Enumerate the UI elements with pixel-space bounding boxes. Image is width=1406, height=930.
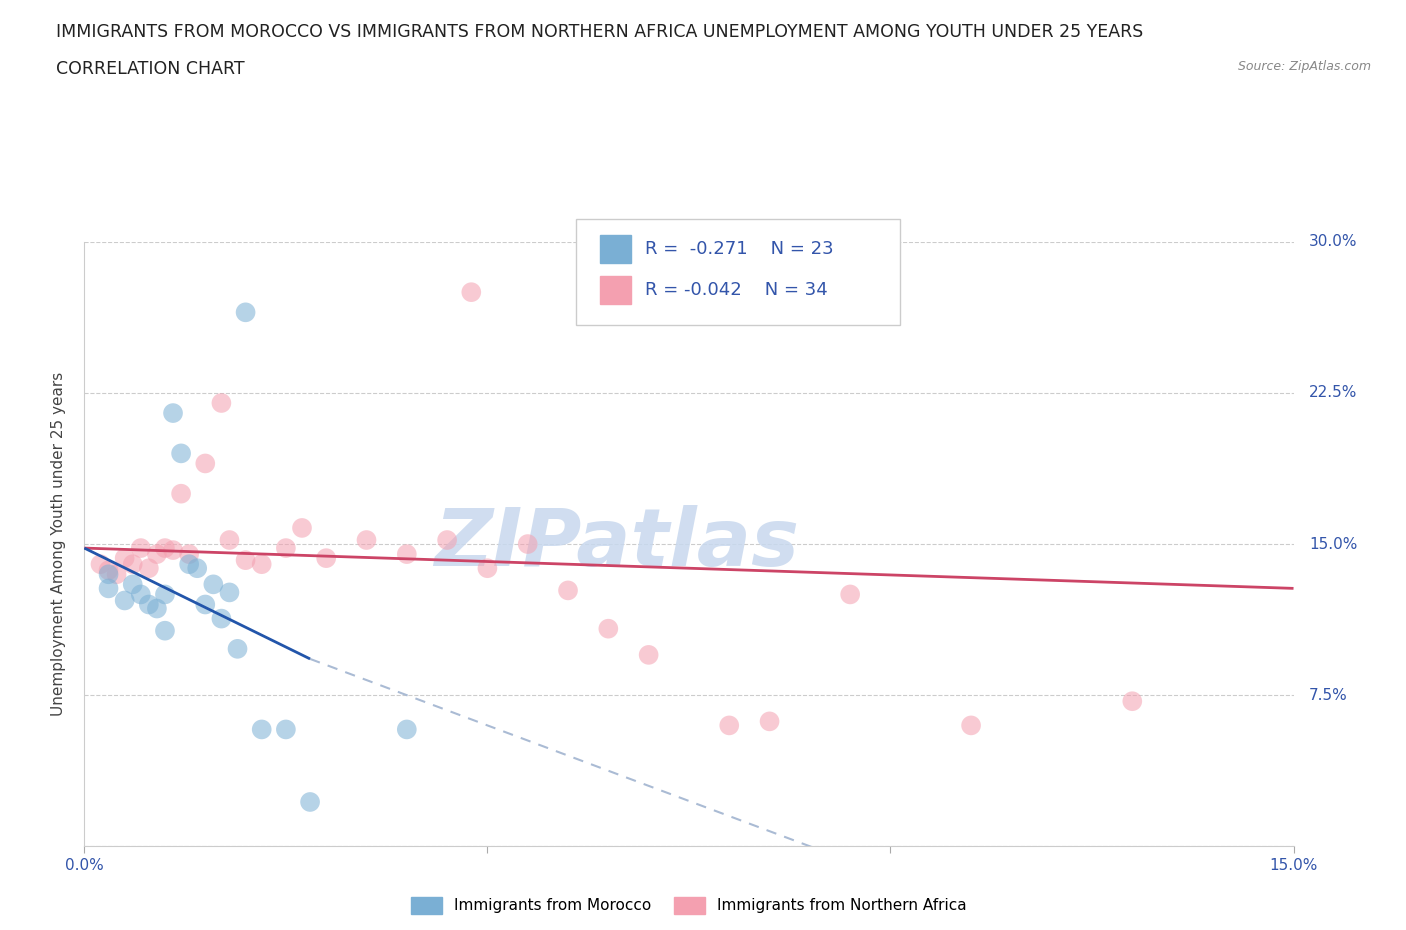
Point xyxy=(179,557,201,572)
Point xyxy=(839,587,862,602)
Point xyxy=(477,561,499,576)
Point xyxy=(557,583,579,598)
Point xyxy=(436,533,458,548)
Point xyxy=(250,557,273,572)
Point xyxy=(209,395,232,410)
Point xyxy=(105,567,128,582)
Point xyxy=(194,456,217,471)
Text: R = -0.042    N = 34: R = -0.042 N = 34 xyxy=(645,281,828,299)
Point xyxy=(162,543,184,558)
Point xyxy=(186,561,208,576)
Text: ZIPatlas: ZIPatlas xyxy=(434,505,799,583)
Point xyxy=(274,540,297,555)
Text: 7.5%: 7.5% xyxy=(1309,687,1348,703)
Point xyxy=(356,533,378,548)
Point xyxy=(97,563,120,578)
Point xyxy=(202,577,225,591)
Text: 15.0%: 15.0% xyxy=(1309,537,1358,551)
Point xyxy=(146,547,169,562)
Point xyxy=(718,718,741,733)
Point xyxy=(138,561,160,576)
Point xyxy=(153,587,176,602)
Point xyxy=(226,642,249,657)
Point xyxy=(274,722,297,737)
Point xyxy=(235,552,257,567)
Point xyxy=(121,557,143,572)
Point xyxy=(758,714,780,729)
Point xyxy=(97,567,120,582)
Point xyxy=(250,722,273,737)
Point xyxy=(114,551,136,565)
Point xyxy=(960,718,983,733)
Point xyxy=(162,405,184,420)
Point xyxy=(395,722,418,737)
Text: R =  -0.271    N = 23: R = -0.271 N = 23 xyxy=(645,240,834,259)
Point xyxy=(170,486,193,501)
Y-axis label: Unemployment Among Youth under 25 years: Unemployment Among Youth under 25 years xyxy=(51,372,66,716)
Point xyxy=(218,585,240,600)
Point xyxy=(89,557,111,572)
Text: 22.5%: 22.5% xyxy=(1309,385,1358,401)
Point xyxy=(395,547,418,562)
Point xyxy=(637,647,659,662)
Text: CORRELATION CHART: CORRELATION CHART xyxy=(56,60,245,78)
Point xyxy=(153,623,176,638)
Point xyxy=(153,540,176,555)
Point xyxy=(315,551,337,565)
Point xyxy=(129,540,152,555)
Point xyxy=(598,621,620,636)
Point xyxy=(291,521,314,536)
Point xyxy=(218,533,240,548)
Text: 30.0%: 30.0% xyxy=(1309,234,1358,249)
Point xyxy=(129,587,152,602)
Point xyxy=(97,581,120,596)
Point xyxy=(121,577,143,591)
Point xyxy=(179,547,201,562)
Point xyxy=(194,597,217,612)
Text: Source: ZipAtlas.com: Source: ZipAtlas.com xyxy=(1237,60,1371,73)
Point xyxy=(146,601,169,616)
Point xyxy=(209,611,232,626)
Point xyxy=(170,446,193,461)
Point xyxy=(299,794,322,809)
Point xyxy=(516,537,538,551)
Legend: Immigrants from Morocco, Immigrants from Northern Africa: Immigrants from Morocco, Immigrants from… xyxy=(405,890,973,921)
Point xyxy=(138,597,160,612)
Point xyxy=(235,305,257,320)
Text: IMMIGRANTS FROM MOROCCO VS IMMIGRANTS FROM NORTHERN AFRICA UNEMPLOYMENT AMONG YO: IMMIGRANTS FROM MOROCCO VS IMMIGRANTS FR… xyxy=(56,23,1143,41)
Point xyxy=(460,285,482,299)
Point xyxy=(1121,694,1143,709)
Point xyxy=(114,593,136,608)
